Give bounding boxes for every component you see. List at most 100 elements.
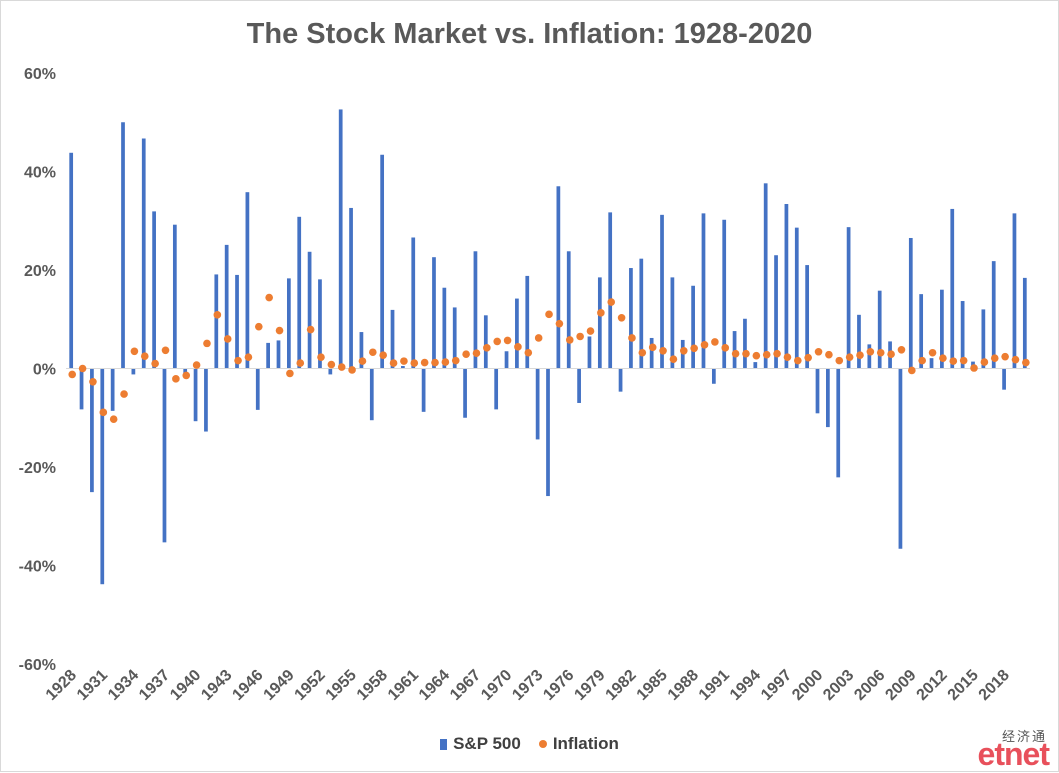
sp500-bar[interactable] — [1012, 213, 1017, 369]
inflation-point[interactable] — [337, 363, 346, 371]
inflation-point[interactable] — [731, 349, 740, 358]
sp500-bar[interactable] — [286, 278, 291, 369]
inflation-point[interactable] — [524, 348, 533, 357]
inflation-point[interactable] — [876, 348, 885, 357]
inflation-point[interactable] — [1022, 358, 1030, 367]
inflation-point[interactable] — [970, 364, 978, 372]
inflation-point[interactable] — [534, 334, 543, 342]
inflation-point[interactable] — [762, 350, 771, 359]
inflation-point[interactable] — [296, 359, 305, 367]
inflation-point[interactable] — [493, 337, 502, 346]
inflation-point[interactable] — [897, 345, 906, 354]
sp500-bar[interactable] — [794, 227, 799, 369]
inflation-point[interactable] — [845, 353, 854, 361]
inflation-point[interactable] — [742, 349, 750, 358]
sp500-bar[interactable] — [204, 368, 208, 432]
sp500-bar[interactable] — [255, 368, 260, 410]
inflation-point[interactable] — [254, 322, 263, 331]
inflation-point[interactable] — [503, 336, 512, 345]
inflation-point[interactable] — [856, 351, 864, 360]
inflation-point[interactable] — [565, 336, 574, 344]
sp500-bar[interactable] — [784, 204, 789, 369]
inflation-point[interactable] — [192, 361, 201, 369]
inflation-point[interactable] — [783, 353, 792, 361]
sp500-bar[interactable] — [826, 368, 830, 428]
inflation-point[interactable] — [68, 370, 77, 379]
inflation-point[interactable] — [441, 358, 450, 366]
sp500-bar[interactable] — [577, 368, 581, 403]
inflation-point[interactable] — [794, 356, 802, 365]
sp500-bar[interactable] — [919, 294, 924, 369]
inflation-point[interactable] — [1011, 355, 1020, 364]
inflation-point[interactable] — [866, 347, 875, 356]
inflation-point[interactable] — [99, 408, 108, 417]
sp500-bar[interactable] — [79, 368, 84, 410]
inflation-point[interactable] — [835, 356, 844, 365]
sp500-bar[interactable] — [608, 212, 613, 369]
inflation-point[interactable] — [908, 366, 916, 375]
sp500-bar[interactable] — [763, 183, 768, 369]
sp500-bar[interactable] — [1002, 368, 1006, 390]
sp500-bar[interactable] — [836, 368, 841, 478]
inflation-point[interactable] — [545, 310, 553, 319]
sp500-bar[interactable] — [711, 368, 716, 384]
sp500-bar[interactable] — [380, 154, 385, 369]
sp500-bar[interactable] — [618, 368, 623, 392]
sp500-bar[interactable] — [401, 366, 405, 369]
inflation-point[interactable] — [420, 358, 429, 367]
sp500-bar[interactable] — [556, 186, 561, 369]
sp500-bar[interactable] — [473, 251, 478, 369]
inflation-point[interactable] — [669, 355, 678, 363]
sp500-bar[interactable] — [224, 244, 229, 369]
sp500-bar[interactable] — [535, 368, 540, 440]
inflation-point[interactable] — [275, 326, 284, 335]
inflation-point[interactable] — [514, 343, 522, 351]
sp500-bar[interactable] — [90, 368, 94, 493]
sp500-bar[interactable] — [369, 368, 374, 421]
sp500-bar[interactable] — [359, 332, 364, 369]
sp500-bar[interactable] — [701, 213, 706, 369]
sp500-bar[interactable] — [877, 290, 882, 369]
inflation-point[interactable] — [213, 311, 222, 319]
sp500-bar[interactable] — [297, 216, 302, 369]
inflation-point[interactable] — [638, 348, 647, 357]
sp500-bar[interactable] — [867, 344, 872, 369]
sp500-bar[interactable] — [266, 342, 270, 369]
inflation-point[interactable] — [721, 344, 730, 352]
inflation-point[interactable] — [369, 348, 377, 357]
sp500-bar[interactable] — [566, 251, 571, 369]
inflation-point[interactable] — [161, 346, 170, 355]
inflation-point[interactable] — [244, 353, 253, 361]
inflation-point[interactable] — [462, 350, 470, 359]
sp500-bar[interactable] — [743, 318, 747, 369]
inflation-point[interactable] — [607, 298, 616, 306]
inflation-point[interactable] — [814, 347, 823, 356]
inflation-point[interactable] — [555, 319, 564, 328]
sp500-bar[interactable] — [546, 368, 550, 497]
sp500-bar[interactable] — [193, 368, 198, 422]
sp500-bar[interactable] — [442, 287, 447, 369]
inflation-point[interactable] — [597, 309, 605, 317]
sp500-bar[interactable] — [908, 237, 913, 369]
sp500-bar[interactable] — [183, 368, 188, 374]
sp500-bar[interactable] — [846, 227, 851, 369]
inflation-point[interactable] — [773, 349, 781, 358]
sp500-bar[interactable] — [411, 237, 416, 369]
inflation-point[interactable] — [265, 293, 273, 302]
sp500-bar[interactable] — [214, 274, 219, 369]
inflation-point[interactable] — [89, 377, 97, 386]
sp500-bar[interactable] — [857, 314, 861, 369]
inflation-point[interactable] — [576, 332, 584, 341]
sp500-bar[interactable] — [981, 309, 986, 369]
inflation-point[interactable] — [700, 341, 709, 349]
inflation-point[interactable] — [140, 352, 149, 360]
inflation-point[interactable] — [711, 338, 719, 346]
inflation-point[interactable] — [918, 356, 926, 365]
sp500-bar[interactable] — [338, 109, 343, 369]
sp500-bar[interactable] — [245, 192, 250, 369]
sp500-bar[interactable] — [929, 358, 934, 369]
sp500-bar[interactable] — [815, 368, 820, 414]
sp500-bar[interactable] — [587, 336, 592, 369]
inflation-point[interactable] — [990, 354, 999, 362]
inflation-point[interactable] — [472, 349, 481, 358]
